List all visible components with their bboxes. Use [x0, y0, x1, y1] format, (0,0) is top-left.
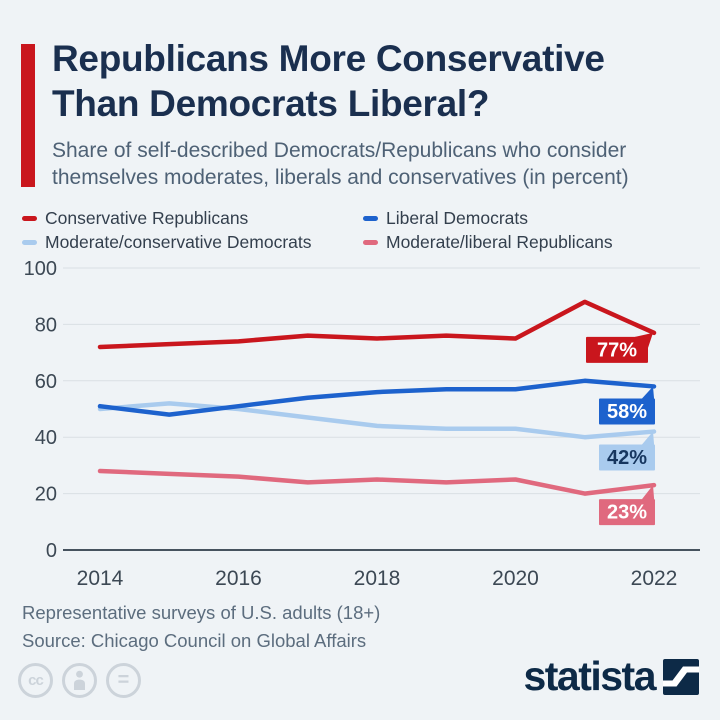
- value-label-box: [599, 398, 655, 425]
- line-chart: 0 20 40 60 80 100 2014 2016 2018 2020 2022 77% 58% 42…: [24, 258, 700, 590]
- legend-swatch-lightblue: [22, 239, 37, 245]
- legend-label: Conservative Republicans: [45, 207, 249, 228]
- license-icons: cc =: [18, 663, 141, 698]
- value-label-box: [586, 336, 648, 363]
- legend-item-moderate-liberal-republicans: Moderate/liberal Republicans: [363, 232, 613, 252]
- y-tick-label: 100: [24, 258, 57, 280]
- x-tick-label: 2022: [631, 567, 678, 590]
- footer-note: Representative surveys of U.S. adults (1…: [22, 599, 380, 655]
- legend-item-conservative-republicans: Conservative Republicans: [22, 208, 363, 228]
- x-tick-label: 2014: [77, 567, 124, 590]
- series-line: [97, 299, 657, 350]
- x-tick-label: 2018: [354, 567, 401, 590]
- chart-subtitle: Share of self-described Democrats/Republ…: [52, 137, 629, 192]
- legend-label: Liberal Democrats: [386, 207, 528, 228]
- legend-item-moderate-conservative-democrats: Moderate/conservative Democrats: [22, 232, 363, 252]
- title-line-2: Than Democrats Liberal?: [52, 83, 490, 125]
- value-label: 58%: [607, 401, 647, 423]
- person-glyph: [74, 670, 85, 690]
- value-label-box: [599, 444, 655, 471]
- subtitle-line-2: themselves moderates, liberals and conse…: [52, 166, 629, 190]
- page-title: Republicans More Conservative Than Democ…: [52, 36, 605, 126]
- statista-mark-icon: [663, 658, 699, 695]
- legend-swatch-blue: [363, 215, 378, 221]
- legend-item-liberal-democrats: Liberal Democrats: [363, 208, 613, 228]
- series-line: [97, 378, 657, 417]
- y-tick-label: 20: [35, 484, 57, 506]
- chart-legend: Conservative Republicans Liberal Democra…: [22, 208, 613, 252]
- y-tick-label: 80: [35, 314, 57, 336]
- value-label-box: [599, 499, 655, 526]
- title-line-1: Republicans More Conservative: [52, 38, 605, 79]
- subtitle-line-1: Share of self-described Democrats/Republ…: [52, 139, 627, 162]
- statista-logo-text: statista: [523, 653, 656, 699]
- value-label: 42%: [607, 447, 647, 469]
- series-line: [97, 468, 657, 496]
- legend-label: Moderate/liberal Republicans: [386, 231, 613, 252]
- no-derivatives-icon[interactable]: =: [106, 663, 141, 698]
- title-accent-bar: [21, 44, 35, 187]
- legend-swatch-red: [22, 215, 37, 221]
- legend-label: Moderate/conservative Democrats: [45, 231, 312, 252]
- y-tick-label: 0: [46, 540, 57, 562]
- y-tick-label: 60: [35, 371, 57, 393]
- x-tick-label: 2020: [492, 567, 539, 590]
- survey-note: Representative surveys of U.S. adults (1…: [22, 602, 381, 623]
- x-tick-label: 2016: [215, 567, 262, 590]
- series-line: [97, 401, 657, 440]
- source-note: Source: Chicago Council on Global Affair…: [22, 629, 367, 651]
- value-label: 23%: [607, 502, 647, 524]
- cc-icon[interactable]: cc: [18, 663, 53, 698]
- attribution-person-icon[interactable]: [62, 663, 97, 698]
- y-tick-label: 40: [35, 427, 57, 449]
- statista-logo[interactable]: statista: [523, 653, 699, 700]
- value-label: 77%: [597, 339, 637, 361]
- legend-swatch-pink: [363, 239, 378, 245]
